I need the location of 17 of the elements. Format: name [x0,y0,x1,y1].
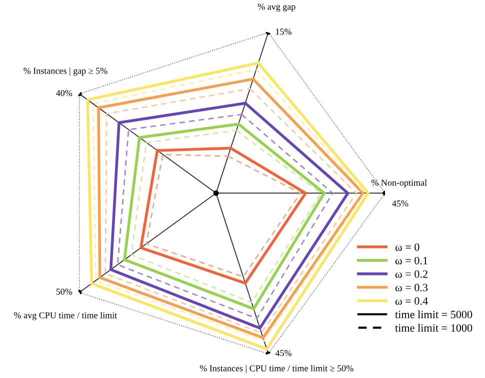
legend-label: ω = 0.4 [395,297,428,305]
text: 50% [56,288,72,295]
legend-label: ω = 0.1 [395,256,428,264]
spoke-label: % avg CPU time / time limit [14,312,118,320]
spoke-label: % Non-optimal [371,179,427,188]
legend-label: ω = 0.3 [395,284,428,292]
spoke-label: % Instances | CPU time / time limit ≥ 50% [200,365,354,374]
text: 45% [392,200,408,207]
text: 45% [275,350,292,356]
text: time limit = 1000 [395,324,472,332]
spoke-label: % avg gap [258,4,296,12]
spoke-label: % Instances | gap ≥ 5% [24,68,108,76]
text: 40% [56,90,72,96]
legend-label: ω = 0 [395,243,420,251]
text: 15% [276,28,292,35]
text: time limit = 5000 [395,310,472,318]
legend-label: ω = 0.2 [395,270,428,278]
